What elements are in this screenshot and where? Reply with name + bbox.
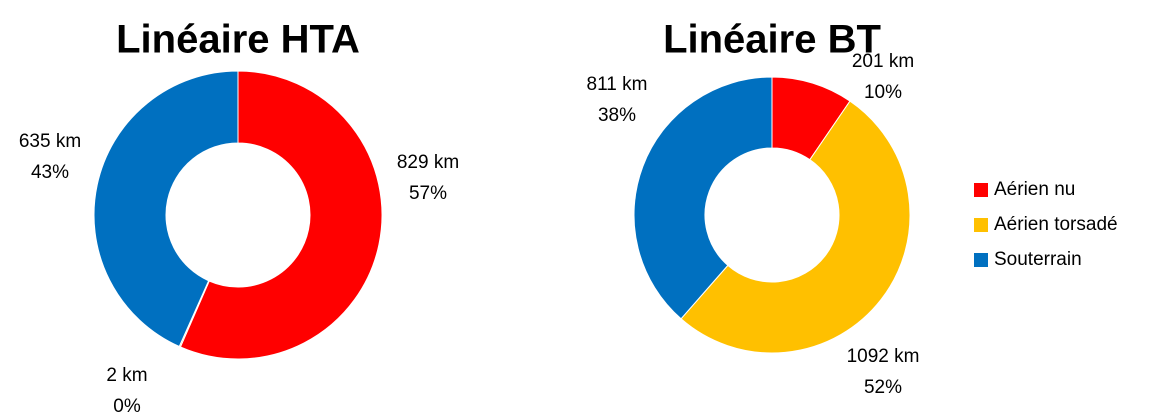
chart-title: Linéaire HTA xyxy=(116,18,360,62)
percent-label: 0% xyxy=(113,396,141,412)
percent-label: 57% xyxy=(409,183,447,204)
legend-label: Aérien nu xyxy=(994,179,1075,200)
donut-slice xyxy=(633,76,773,320)
percent-label: 10% xyxy=(864,82,902,103)
value-label: 635 km xyxy=(19,131,81,152)
value-label: 2 km xyxy=(106,365,147,386)
value-label: 811 km xyxy=(587,74,648,95)
legend-swatch xyxy=(974,218,988,232)
legend-label: Souterrain xyxy=(994,249,1082,270)
donut-slice xyxy=(680,100,911,354)
percent-label: 43% xyxy=(31,162,69,183)
value-label: 201 km xyxy=(852,51,914,72)
donut-slice xyxy=(93,70,239,348)
legend-swatch xyxy=(974,253,988,267)
chart-title: Linéaire BT xyxy=(663,18,881,62)
percent-label: 52% xyxy=(864,377,902,398)
percent-label: 38% xyxy=(598,105,636,126)
legend-swatch xyxy=(974,183,988,197)
donut-slice xyxy=(179,70,383,360)
value-label: 1092 km xyxy=(847,346,920,367)
value-label: 829 km xyxy=(397,152,459,173)
legend-label: Aérien torsadé xyxy=(994,214,1118,235)
